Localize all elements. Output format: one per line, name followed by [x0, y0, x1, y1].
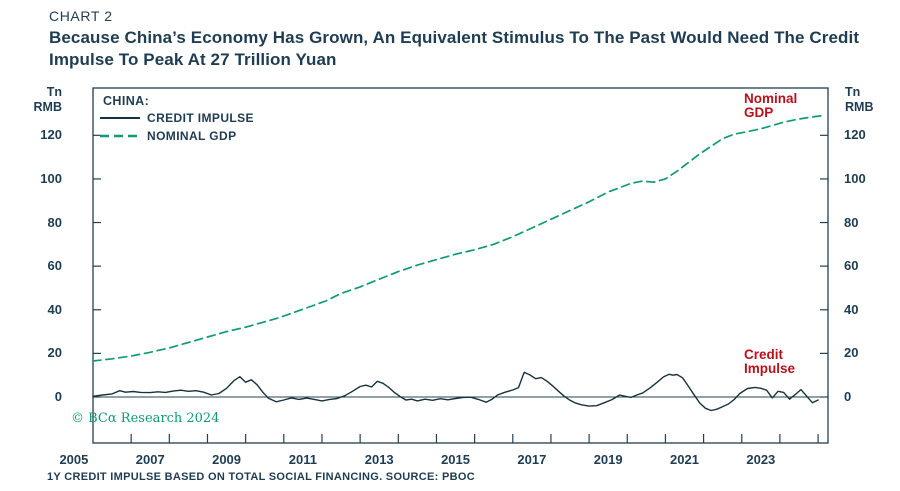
- x-tick-label: 2023: [746, 452, 776, 467]
- y-tick-label-left: 0: [54, 388, 62, 404]
- nominal-gdp-line: [92, 114, 823, 362]
- nominal-gdp-annotation: Nominal GDP: [744, 91, 798, 120]
- y-tick-label-right: 60: [844, 258, 859, 274]
- y-tick-label-right: 0: [844, 388, 852, 404]
- x-tick-label: 2021: [670, 452, 699, 467]
- y-axis-unit-right: Tn RMB: [845, 85, 874, 114]
- y-tick-label-right: 120: [844, 127, 866, 143]
- x-tick-label: 2019: [593, 452, 623, 467]
- chart-number: CHART 2: [49, 8, 113, 24]
- x-tick-label: 2017: [517, 452, 547, 467]
- y-tick-label-right: 80: [844, 214, 859, 230]
- chart-title-line-1: Because China’s Economy Has Grown, An Eq…: [49, 28, 860, 47]
- legend: CHINA: CREDIT IMPULSE NOMINAL GDP: [100, 94, 254, 144]
- y-axis-unit-left: Tn RMB: [33, 85, 62, 114]
- x-tick-label: 2011: [288, 452, 317, 467]
- y-tick-label-left: 40: [47, 301, 62, 317]
- y-tick-label-right: 20: [844, 345, 859, 361]
- y-tick-label-right: 100: [844, 170, 866, 186]
- chart-title-line-2: Impulse To Peak At 27 Trillion Yuan: [49, 50, 337, 69]
- credit-impulse-annotation: Credit Impulse: [744, 347, 796, 376]
- y-tick-label-right: 40: [844, 301, 859, 317]
- x-tick-label: 2005: [59, 452, 89, 467]
- x-tick-label: 2013: [364, 452, 394, 467]
- legend-item-credit-impulse: CREDIT IMPULSE: [100, 110, 254, 126]
- x-tick-label: 2007: [135, 452, 165, 467]
- y-tick-label-left: 100: [40, 170, 62, 186]
- nominal-gdp-line-swatch: [100, 134, 140, 138]
- legend-label-credit-impulse: CREDIT IMPULSE: [147, 111, 254, 125]
- legend-group-label: CHINA:: [103, 94, 150, 108]
- plot-border: [92, 87, 829, 444]
- y-tick-label-left: 80: [47, 214, 62, 230]
- y-tick-label-left: 20: [47, 345, 62, 361]
- y-tick-label-left: 60: [47, 258, 62, 274]
- credit-impulse-line: [92, 371, 819, 412]
- credit-impulse-line-swatch: [100, 117, 140, 119]
- bca-research-watermark: © BCα Research 2024: [71, 411, 220, 426]
- legend-item-nominal-gdp: NOMINAL GDP: [100, 128, 254, 144]
- y-tick-label-left: 120: [40, 127, 62, 143]
- legend-label-nominal-gdp: NOMINAL GDP: [147, 129, 237, 143]
- x-tick-label: 2009: [212, 452, 242, 467]
- source-footnote: 1Y CREDIT IMPULSE BASED ON TOTAL SOCIAL …: [47, 471, 475, 483]
- x-tick-label: 2015: [441, 452, 470, 467]
